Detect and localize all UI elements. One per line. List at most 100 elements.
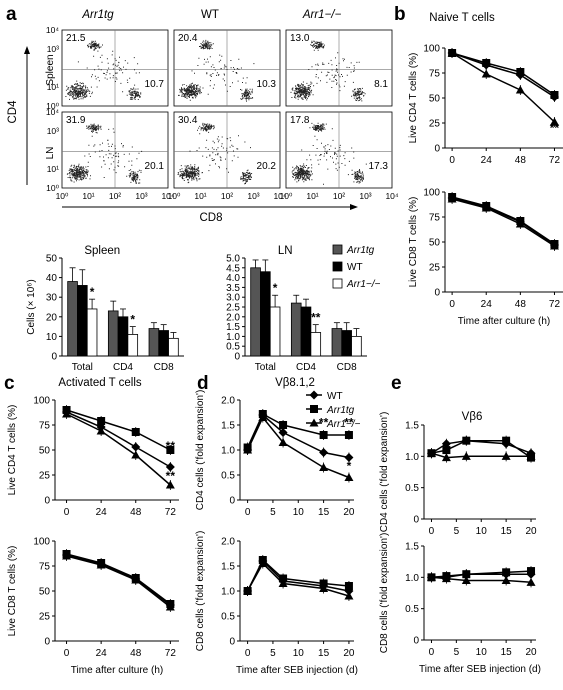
data-point-square [131,428,140,436]
data-point-square [279,421,288,429]
line-y-axis-label: Live CD4 T cells (%) [408,53,419,144]
line-y-tick-label: 0 [229,637,235,648]
bar-y-tick-label: 50 [46,254,58,265]
flow-x-tick-label: 10¹ [82,191,94,201]
bar [290,302,302,357]
flow-quadrant-value-cd4: 20.4 [178,33,198,44]
line-y-tick-label: 100 [33,396,50,407]
line-x-tick-label: 0 [245,507,251,518]
bar-chart-title: LN [278,245,293,257]
flow-col-title-tg: Arr1tg [81,9,114,21]
bar [250,267,261,357]
data-point-square [442,446,451,455]
data-point-triangle [501,575,511,584]
flow-event-dots [65,40,142,100]
bar [86,308,98,357]
data-point-triangle [62,409,72,418]
line-x-tick-label: 20 [525,526,537,537]
line-y-tick-label: 25 [39,612,51,623]
line-y-tick-label: 0.5 [405,604,419,615]
data-point-triangle [278,438,288,446]
flow-x-tick-label: 10⁰ [280,191,293,201]
series-line [66,553,171,605]
line-y-axis-label: Live CD8 T cells (%) [408,197,419,288]
line-chart-d-bottom: 0 0.5 1.0 1.5 2.0 0 5 10 15 20 CD8 cells ('fold ex… [195,531,358,676]
data-point-triangle [131,575,141,584]
line-x-tick-label: 15 [318,507,330,518]
flow-quadrant-value-cd4: 31.9 [66,115,86,126]
flow-x-tick-label: 10⁴ [273,191,286,201]
flow-x-tick-label: 10¹ [194,191,206,201]
bar-category-label: CD8 [337,362,357,373]
line-y-tick-label: 0 [229,496,235,507]
line-x-tick-label: 15 [501,647,513,658]
bar-significance-mark: * [90,285,95,299]
series-line [66,409,171,451]
data-point-square [166,446,175,454]
bar-y-tick-label: 10 [46,332,58,343]
bar [127,334,139,357]
bar [300,306,312,357]
line-y-tick-label: 100 [33,537,50,548]
line-significance-mark: ** [550,121,560,135]
flow-quadrant-value-cd8: 10.7 [145,79,165,90]
bar-category-label: CD8 [154,362,174,373]
data-point-triangle [96,560,106,569]
panel-d-title: Vβ8.1,2 [275,377,315,389]
line-x-tick-label: 5 [270,648,276,659]
legend-label: Arr1−/− [346,279,381,290]
flow-quadrant-value-cd4: 21.5 [66,33,86,44]
line-x-tick-label: 0 [449,155,455,166]
line-y-tick-label: 2.0 [221,396,235,407]
line-x-tick-label: 24 [481,299,493,310]
line-x-tick-label: 72 [549,155,561,166]
line-x-axis-label: Time after SEB injection (d) [419,664,541,675]
bar-y-tick-label: 2.5 [226,303,240,314]
data-point-triangle [62,551,72,560]
data-point-triangle [441,453,451,462]
line-y-tick-label: 50 [429,238,441,249]
data-point-triangle [131,450,141,459]
data-point-square [482,59,491,67]
line-x-tick-label: 20 [525,647,537,658]
data-point-square [344,431,353,439]
bar [148,328,160,357]
data-point-diamond [131,442,141,452]
data-point-triangle [461,575,471,584]
data-point-triangle [481,203,491,212]
bar-significance-mark: ** [311,311,321,325]
flow-y-axis-label: CD4 [7,100,19,124]
data-point-triangle [165,602,175,611]
legend-label: WT [327,391,343,402]
data-point-diamond [441,439,451,449]
line-x-tick-label: 24 [96,648,108,659]
line-y-tick-label: 0 [413,636,419,647]
line-y-axis-label: CD4 cells ('fold expansion') [379,412,390,533]
flow-x-tick-label: 10³ [247,191,259,201]
data-point-triangle [426,572,436,581]
data-point-square [310,405,318,413]
line-y-tick-label: 1.5 [405,542,419,553]
flow-quadrant-value-cd8: 20.2 [257,161,277,172]
bar-category-label: Total [255,362,276,373]
legend-label: Arr1tg [346,245,375,256]
data-point-triangle [426,448,436,457]
data-point-triangle [549,241,559,250]
bar-y-tick-label: 30 [46,293,58,304]
flow-quadrant-value-cd8: 20.1 [145,161,165,172]
data-point-square [502,436,511,445]
flow-x-tick-label: 10¹ [306,191,318,201]
data-point-triangle [526,451,536,460]
bar-chart-a-bars-ln: 00.51.01.52.02.53.03.54.04.55.0 LN Total * C… [226,244,381,373]
bar-significance-mark: * [130,313,135,327]
flow-y-tick-label: 10⁴ [46,25,59,35]
flow-x-tick-label: 10² [109,191,121,201]
bar [331,328,343,357]
line-x-tick-label: 72 [165,507,177,518]
bar-y-tick-label: 1.0 [226,332,240,343]
data-point-triangle [447,194,457,203]
line-y-tick-label: 0.5 [221,471,235,482]
bar-significance-mark: * [273,281,278,295]
flow-y-tick-label: 10⁴ [46,107,59,117]
bar-y-tick-label: 20 [46,312,58,323]
